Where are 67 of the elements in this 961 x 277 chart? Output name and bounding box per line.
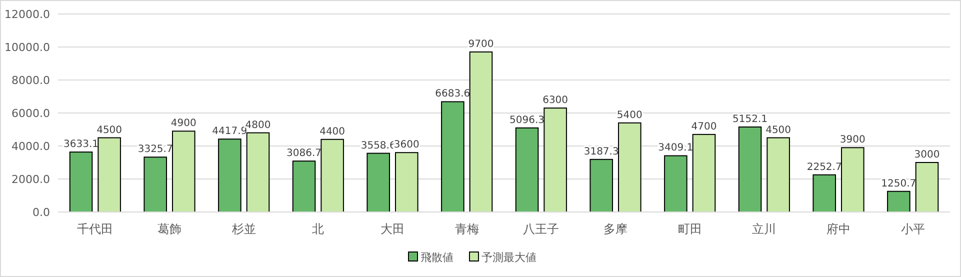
data-label: 5400	[616, 110, 642, 121]
data-label: 6683.6	[435, 88, 470, 100]
data-label: 5152.1	[732, 114, 768, 125]
bar	[618, 122, 642, 212]
bar	[544, 108, 567, 212]
bar	[292, 160, 316, 212]
data-label: 2252.7	[806, 162, 842, 173]
x-tick-label: 府中	[826, 222, 850, 236]
bar	[812, 174, 836, 212]
bar	[887, 190, 910, 212]
legend-label: 予測最大値	[482, 251, 536, 264]
bar	[766, 137, 790, 212]
bar	[395, 152, 418, 212]
bar	[69, 152, 93, 212]
y-tick-label: 8000.0	[12, 74, 50, 87]
x-tick-label: 青梅	[454, 222, 479, 236]
data-label: 4900	[170, 118, 196, 130]
x-tick-label: 葛飾	[158, 222, 182, 236]
data-label: 4700	[691, 121, 717, 132]
bar	[738, 126, 762, 212]
bar	[692, 134, 716, 212]
data-label: 9700	[468, 38, 494, 50]
x-tick-label: 大田	[380, 222, 404, 236]
x-tick-label: 北	[312, 222, 324, 236]
x-tick-label: 八王子	[523, 222, 560, 236]
bar	[172, 130, 196, 212]
x-tick-label: 千代田	[77, 222, 114, 236]
y-tick-label: 2000.0	[12, 173, 50, 186]
data-label: 4500	[96, 124, 122, 136]
bar	[366, 152, 390, 212]
legend-label: 飛散値	[420, 251, 454, 264]
x-tick-label: 立川	[752, 222, 776, 236]
bar	[915, 162, 939, 212]
data-label: 6300	[542, 95, 568, 106]
bar	[246, 132, 270, 212]
data-label: 1250.7	[881, 178, 916, 190]
data-label: 3187.3	[584, 146, 619, 158]
data-label: 3409.1	[658, 142, 694, 154]
data-label: 3600	[394, 140, 420, 151]
data-label: 3900	[840, 134, 866, 146]
x-tick-label: 町田	[678, 222, 702, 236]
data-label: 4417.9	[212, 126, 248, 138]
bar	[841, 147, 864, 212]
y-tick-label: 10000.0	[4, 41, 50, 54]
bar	[98, 137, 121, 212]
data-label: 3000	[914, 150, 940, 160]
data-label: 4800	[245, 120, 271, 131]
y-tick-label: 6000.0	[12, 107, 50, 120]
bar	[441, 101, 464, 212]
data-label: 4500	[766, 124, 792, 136]
data-label: 4400	[320, 126, 346, 138]
data-label: 3633.1	[64, 139, 99, 150]
data-label: 3086.7	[286, 148, 322, 160]
bar	[515, 127, 539, 212]
bar	[469, 51, 493, 212]
bar	[320, 138, 344, 212]
bar	[144, 156, 167, 212]
y-tick-label: 0.0	[32, 206, 50, 219]
x-tick-label: 多摩	[604, 222, 628, 236]
bar	[590, 158, 613, 212]
y-tick-label: 4000.0	[12, 140, 50, 153]
y-tick-label: 12000.0	[4, 8, 50, 21]
x-tick-label: 小平	[900, 222, 925, 236]
bar	[664, 155, 688, 212]
data-label: 3325.7	[138, 144, 173, 156]
x-tick-label: 杉並	[230, 222, 256, 236]
bar	[218, 138, 242, 212]
